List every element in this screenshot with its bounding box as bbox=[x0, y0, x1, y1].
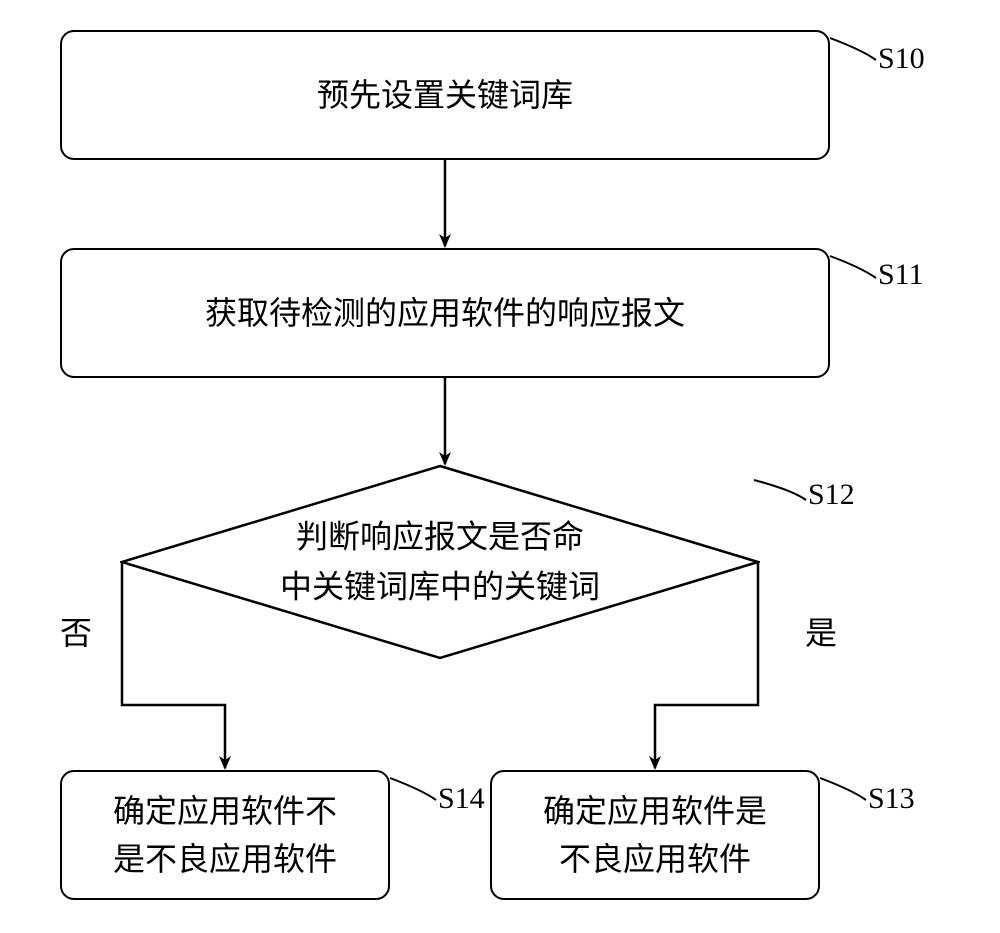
step-label-s13: S13 bbox=[868, 782, 915, 816]
node-s12: 判断响应报文是否命 中关键词库中的关键词 bbox=[120, 464, 760, 660]
node-s13-line1: 确定应用软件是 bbox=[543, 793, 767, 829]
node-s12-line1: 判断响应报文是否命 bbox=[296, 518, 584, 554]
edge-label-yes: 是 bbox=[805, 608, 837, 654]
node-s13: 确定应用软件是 不良应用软件 bbox=[490, 770, 820, 900]
node-s12-text: 判断响应报文是否命 中关键词库中的关键词 bbox=[120, 512, 760, 611]
node-s11: 获取待检测的应用软件的响应报文 bbox=[60, 248, 830, 378]
step-label-s12: S12 bbox=[808, 478, 855, 512]
node-s13-text: 确定应用软件是 不良应用软件 bbox=[543, 787, 767, 883]
step-label-s10: S10 bbox=[878, 42, 925, 76]
node-s14-text: 确定应用软件不 是不良应用软件 bbox=[113, 787, 337, 883]
node-s14: 确定应用软件不 是不良应用软件 bbox=[60, 770, 390, 900]
step-label-s14: S14 bbox=[438, 782, 485, 816]
flowchart-canvas: 预先设置关键词库 获取待检测的应用软件的响应报文 判断响应报文是否命 中关键词库… bbox=[0, 0, 1000, 933]
node-s10-text: 预先设置关键词库 bbox=[317, 71, 573, 119]
node-s13-line2: 不良应用软件 bbox=[559, 841, 751, 877]
edge-label-no: 否 bbox=[60, 608, 92, 654]
node-s11-text: 获取待检测的应用软件的响应报文 bbox=[205, 289, 685, 337]
step-label-s11: S11 bbox=[878, 258, 924, 292]
node-s14-line1: 确定应用软件不 bbox=[113, 793, 337, 829]
node-s12-line2: 中关键词库中的关键词 bbox=[280, 568, 600, 604]
node-s10: 预先设置关键词库 bbox=[60, 30, 830, 160]
node-s14-line2: 是不良应用软件 bbox=[113, 841, 337, 877]
